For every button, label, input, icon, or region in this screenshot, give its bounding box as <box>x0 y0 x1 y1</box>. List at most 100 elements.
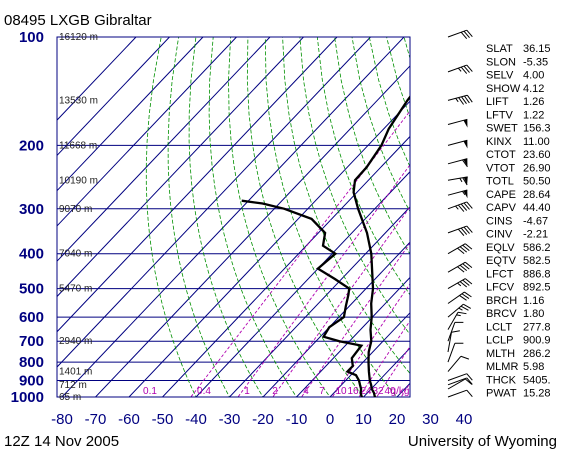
wind-barb-staff <box>447 389 467 398</box>
height-label: 10190 m <box>59 175 98 186</box>
data-source: University of Wyoming <box>408 433 557 450</box>
index-name: MLTH <box>486 348 515 360</box>
index-name: CINS <box>486 215 512 227</box>
index-name: SLON <box>486 56 516 68</box>
wind-barb-flag <box>466 94 473 103</box>
dry-adiabat-line <box>264 37 398 397</box>
wind-barb-flag <box>464 291 472 298</box>
wind-barb-staff <box>447 322 456 342</box>
mixing-ratio-line <box>237 164 410 397</box>
index-name: BRCV <box>486 308 517 320</box>
index-value: 1.16 <box>523 295 544 307</box>
wind-barb-flag <box>465 261 473 269</box>
index-value: -5.35 <box>523 56 548 68</box>
temperature-tick-label: -40 <box>185 411 207 428</box>
wind-barb-staff <box>447 118 468 125</box>
isotherm-line <box>161 135 410 397</box>
wind-barb-pennant <box>463 190 468 199</box>
wind-barb-flag <box>460 227 468 235</box>
dry-adiabat-line <box>299 37 410 336</box>
pressure-tick-label: 300 <box>19 201 44 218</box>
wind-barb <box>447 330 460 353</box>
wind-barb <box>447 311 467 330</box>
wind-barb-staff <box>447 94 468 101</box>
index-value: 5.98 <box>523 361 544 373</box>
wind-barb-flag <box>460 66 468 74</box>
mixing-ratio-label: 32 <box>372 386 384 397</box>
wind-barb <box>447 355 470 372</box>
wind-barb-halfflag <box>462 191 466 196</box>
index-name: BRCH <box>486 295 517 307</box>
height-labels: 16120 m 13530 m 11668 m 10190 m 9070 m 7040 m… <box>59 32 98 403</box>
wind-barb <box>447 64 473 74</box>
index-name: VTOT <box>486 162 515 174</box>
isotherm-line <box>57 37 237 227</box>
wind-barb-halfflag <box>457 282 462 287</box>
wind-barb-flag <box>451 330 460 333</box>
dry-adiabat-line <box>208 37 297 397</box>
wind-barb <box>447 342 464 363</box>
temperature-tick-label: 0 <box>326 411 334 428</box>
wind-barb-flag <box>463 303 472 309</box>
height-label: 7040 m <box>59 249 92 260</box>
index-name: TOTL <box>486 176 514 188</box>
wind-barb <box>447 389 473 398</box>
index-value: 900.9 <box>523 335 551 347</box>
temperature-tick-label: -80 <box>51 411 73 428</box>
temperature-profile-line <box>352 95 410 397</box>
wind-barb-flag <box>464 95 470 104</box>
wind-barb-pennant <box>463 140 468 149</box>
index-value: 1.22 <box>523 109 544 121</box>
index-value: 15.28 <box>523 388 551 400</box>
pressure-tick-label: 400 <box>19 246 44 263</box>
wind-barb-flag <box>454 342 464 344</box>
wind-barb <box>447 321 464 342</box>
wind-barb-flag <box>462 263 470 270</box>
mixing-ratio-lines <box>190 110 410 397</box>
wind-barb-flag <box>459 281 468 288</box>
height-label: 9070 m <box>59 204 92 215</box>
isotherm-line <box>57 37 371 368</box>
wind-barb-pennant <box>463 119 468 128</box>
wind-barb-flag <box>461 293 470 299</box>
mixing-ratio-label: 1 <box>244 386 250 397</box>
wind-barb-halfflag <box>456 314 461 317</box>
wind-barb-flag <box>461 96 467 105</box>
index-value: 5405. <box>523 374 551 386</box>
isotherm-line <box>329 312 410 397</box>
temperature-tick-label: 40 <box>456 411 473 428</box>
wind-barb <box>447 291 472 304</box>
wind-barb <box>447 243 473 255</box>
wind-barb-staff <box>447 332 452 353</box>
index-name: CTOT <box>486 149 516 161</box>
wind-barb-column <box>447 29 473 398</box>
index-name: SELV <box>486 70 514 82</box>
isotherm-line <box>57 37 304 298</box>
wind-barb-flag <box>460 31 468 40</box>
wind-barb-flag <box>460 355 470 360</box>
wind-barb-staff <box>447 243 466 255</box>
pressure-tick-label: 900 <box>19 373 44 390</box>
wind-barb-flag <box>462 159 468 168</box>
wind-barb-flag <box>463 226 470 234</box>
pressure-tick-label: 200 <box>19 137 44 154</box>
temperature-grid <box>57 37 410 397</box>
wind-barb-flag <box>457 204 465 212</box>
wind-barb-staff <box>447 312 459 330</box>
wind-barb-flag <box>462 244 470 252</box>
wind-barb-flag <box>460 305 469 311</box>
wind-barb <box>447 278 473 290</box>
wind-barb-halfflag <box>459 177 463 183</box>
wind-barb-flag <box>463 202 470 210</box>
index-value: 50.50 <box>523 176 551 188</box>
temperature-tick-label: -60 <box>118 411 140 428</box>
wind-barb-flag <box>462 177 468 186</box>
height-label: 2940 m <box>59 336 92 347</box>
wind-barb-flag <box>459 264 468 272</box>
wind-barb-flag <box>466 29 473 37</box>
wind-barb <box>447 303 472 318</box>
isotherm-line <box>61 37 405 397</box>
mixing-ratio-label: g/kg <box>391 386 410 397</box>
wind-barb-flag <box>459 246 468 253</box>
